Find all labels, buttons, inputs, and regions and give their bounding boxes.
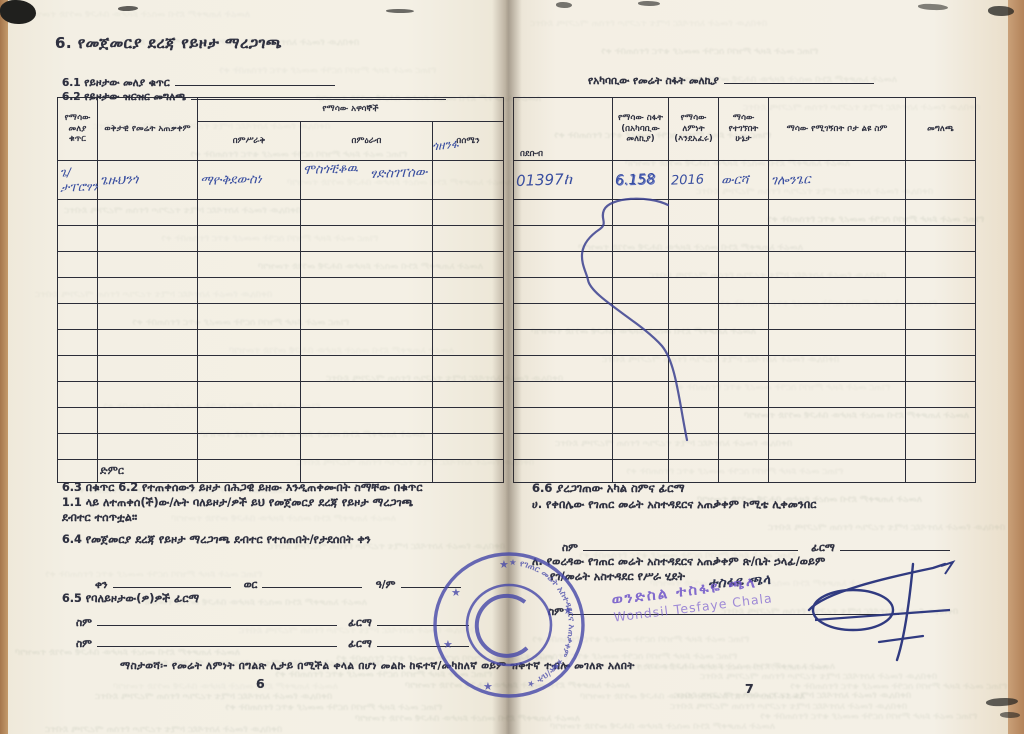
officer-name-label: ስም	[548, 606, 564, 618]
table-row-empty	[513, 277, 976, 304]
stamp-star: ★	[551, 660, 561, 673]
hand-land-use: ጌዙህንጎ	[99, 171, 139, 189]
col-header-west: በምዕራብ	[300, 121, 433, 161]
holder-sig-blank-1	[376, 614, 469, 626]
col-header-land-use: ወቅታዊ የመሬት አጠቃቀም	[97, 97, 198, 161]
committee-name-label: ስም	[562, 542, 578, 554]
table-row-empty	[513, 355, 976, 382]
date-month-blank	[262, 576, 363, 588]
table-row-empty	[57, 355, 504, 382]
hand-obtained: ውርሻ	[720, 172, 750, 188]
holder-sig-label-1: ፊርማ	[348, 617, 372, 629]
footer-note: ማስታወሻ፡- የመሬት ለምነት በግልጽ ሊታይ በሚችል ቀላል በሆነ …	[120, 660, 635, 672]
scan-bed-left-strip	[0, 0, 8, 734]
stamp-star: ★	[451, 586, 461, 599]
clause-6-6-item-ha: ሀ. የቀበሌው የገጠር መሬት አስተዳደርና አጠቃቀም ኮሚቴ ሊቀመን…	[532, 498, 817, 511]
stamp-star: ★	[499, 558, 509, 571]
field-6-1-label: 6.1 የይዞታው መለያ ቁጥር	[62, 77, 170, 89]
table-row-empty	[513, 251, 976, 278]
holder-name-blank-2	[97, 635, 338, 647]
table-row-empty	[57, 251, 504, 278]
clause-6-5: 6.5 የባለይዞታው(ዎ)ዎች ፊርማ	[62, 592, 200, 605]
holdings-table-left: የማሳው መለያ ቁጥር ወቅታዊ የመሬት አጠቃቀም የማሳው አዋሳኞች …	[57, 97, 504, 483]
hand-plot-id: ጌ/ታፐሮፃን	[59, 165, 99, 195]
scan-bed-right-strip	[1008, 0, 1024, 734]
committee-sig-label: ፊርማ	[811, 542, 835, 554]
date-day-blank	[112, 576, 231, 588]
scan-smudge	[556, 2, 572, 8]
table-row-empty	[57, 433, 504, 460]
col-header-remarks: መግለጫ	[905, 97, 976, 161]
table-row-empty	[513, 407, 976, 434]
total-label: ድምር	[97, 459, 198, 483]
hand-west-line2: ፃድስገፐሰው	[369, 165, 428, 182]
table-row-empty	[57, 407, 504, 434]
measure-line-blank	[724, 72, 874, 84]
stamp-star: ★	[563, 604, 573, 617]
col-header-south: በደቡብ	[513, 97, 613, 161]
table-row-empty	[57, 381, 504, 408]
clause-6-4: 6.4 የመጀመርያ ደረጃ የይዞታ ማረጋገጫ ደብተር የተሰጠበት/የታ…	[62, 533, 371, 546]
scan-smudge	[638, 1, 660, 6]
scan-smudge	[1000, 712, 1020, 718]
col-header-obtained: ማሳው የተገኘበት ሁኔታ	[718, 97, 769, 161]
date-day-label: ቀን	[95, 579, 108, 591]
section-6-title: 6. የመጀመርያ ደረጃ የይዞታ ማረጋገጫ	[55, 34, 282, 52]
col-header-place-name: ማሳው የሚገኝበት ቦታ ልዩ ስም	[768, 97, 906, 161]
round-official-stamp: ★ ★ ★ ★ ★ ★ ★ የገጠር መሬት አስተዳደርና አጠቃቀም ★ ጽ…	[433, 552, 585, 698]
table-row-empty	[57, 199, 504, 226]
officer-name-blank	[569, 603, 900, 615]
holder-name-label-2: ስም	[76, 638, 92, 650]
hand-east: ማዮቅደውስነ	[199, 171, 263, 189]
page-number-right: 7	[745, 681, 754, 696]
scan-smudge	[386, 9, 414, 13]
col-header-fertility: የማሳው ለምነት (እንደአፈሩ)	[668, 97, 719, 161]
scan-smudge	[988, 6, 1014, 16]
clause-6-6: 6.6 ያረጋገጠው አካል ስምና ፊርማ	[532, 481, 685, 495]
col-header-plot-id: የማሳው መለያ ቁጥር	[57, 97, 98, 161]
holder-name-label-1: ስም	[76, 617, 92, 629]
pen-squiggle-stroke	[580, 197, 689, 442]
table-row-1: 01397ከ 6.158 2016 ውርሻ ገሎንጌር	[513, 160, 976, 200]
measure-line-label: የአካባቢው የመሬት ስፋት መለኪያ	[588, 75, 719, 87]
committee-name-blank	[583, 539, 799, 551]
table-row-empty	[513, 329, 976, 356]
table-total-row: ድምር	[57, 459, 504, 483]
col-group-neighbors: የማሳው አዋሳኞች	[197, 97, 504, 122]
col-header-east: በምሥራቅ	[197, 121, 301, 161]
book-gutter-shadow	[492, 0, 522, 734]
stamp-star: ★	[483, 680, 493, 693]
stamp-star: ★	[443, 638, 453, 651]
table-total-row	[513, 459, 976, 483]
table-row-1: ጌ/ታፐሮፃን ጌዙህንጎ ማዮቅደውስነ ሞስጎቺቆዉ ፃድስገፐሰው	[57, 160, 504, 200]
table-row-empty	[57, 303, 504, 330]
col-header-area: የማሳው ስፋት (በአካባቢው መለኪያ)	[612, 97, 669, 161]
field-6-1-blank	[174, 74, 335, 86]
clause-6-6-item-le-line2: የገ/መሬት አስተዳደር የሥራ ሂደት	[550, 570, 686, 583]
holdings-table-right: በደቡብ የማሳው ስፋት (በአካባቢው መለኪያ) የማሳው ለምነት (እ…	[513, 97, 976, 483]
clause-6-6-item-le-line1: ለ. የወረዳው የገጠር መሬት አስተዳደርና አጠቃቀም ጽ/ቤት ኃላፊ…	[532, 555, 826, 568]
committee-sig-blank	[839, 539, 950, 551]
hand-place-name: ገሎንጌር	[770, 171, 811, 189]
hand-west-line1: ሞስጎቺቆዉ	[302, 161, 359, 178]
holder-sig-blank-2	[376, 635, 469, 647]
scan-smudge	[0, 0, 36, 24]
table-row-empty	[57, 225, 504, 252]
date-year-blank	[400, 576, 461, 588]
holder-name-blank-1	[97, 614, 338, 626]
table-row-empty	[57, 277, 504, 304]
clause-6-3: 6.3 በቁጥር 6.2 የተጠቀሰውን ይዞታ በሕጋዊ ይዘው እንዲጠቀሙ…	[62, 481, 423, 524]
holder-sig-label-2: ፊርማ	[348, 638, 372, 650]
table-row-empty	[513, 433, 976, 460]
date-year-label: ዓ/ም	[375, 579, 396, 591]
header-scribble-handwriting: ጎዘንፋ	[431, 136, 460, 154]
table-row-empty	[57, 329, 504, 356]
page-number-left: 6	[256, 676, 265, 691]
officer-signature	[807, 560, 956, 662]
date-month-label: ወር	[243, 579, 258, 591]
